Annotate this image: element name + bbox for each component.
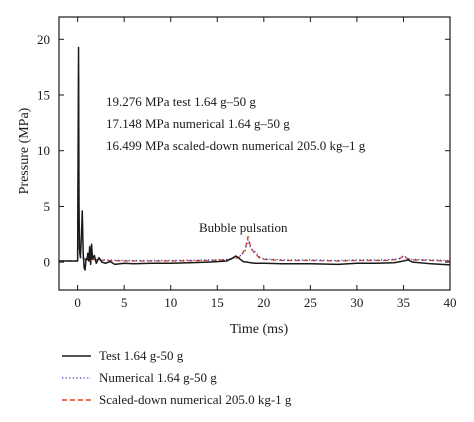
x-axis-title: Time (ms) xyxy=(230,322,289,337)
x-tick-label: 5 xyxy=(121,295,128,310)
x-tick-label: 0 xyxy=(74,295,81,310)
y-tick-label: 20 xyxy=(37,32,50,47)
axes: 0 5 10 15 20 25 30 35 40 0 5 10 15 20 xyxy=(37,16,457,310)
legend-label-scaled: Scaled-down numerical 205.0 kg-1 g xyxy=(99,392,292,407)
plot-frame xyxy=(58,16,451,291)
annotation-scaled-peak: 16.499 MPa scaled-down numerical 205.0 k… xyxy=(106,138,366,153)
annotation-test-peak: 19.276 MPa test 1.64 g–50 g xyxy=(106,94,256,109)
x-tick-label: 35 xyxy=(397,295,410,310)
y-tick-label: 0 xyxy=(44,255,51,270)
series-line-0 xyxy=(59,46,451,271)
annotation-numerical-peak: 17.148 MPa numerical 1.64 g–50 g xyxy=(106,116,290,131)
y-axis-title: Pressure (MPa) xyxy=(17,107,32,194)
legend: Test 1.64 g-50 g Numerical 1.64 g-50 g S… xyxy=(62,348,292,407)
x-tick-label: 15 xyxy=(211,295,224,310)
x-tick-label: 20 xyxy=(257,295,270,310)
legend-label-numerical: Numerical 1.64 g-50 g xyxy=(99,370,217,385)
y-tick-label: 5 xyxy=(44,199,51,214)
legend-label-test: Test 1.64 g-50 g xyxy=(99,348,184,363)
x-tick-label: 40 xyxy=(444,295,457,310)
y-tick-label: 15 xyxy=(37,88,50,103)
x-tick-label: 25 xyxy=(304,295,317,310)
annotation-bubble-pulsation: Bubble pulsation xyxy=(199,220,288,235)
y-tick-label: 10 xyxy=(37,143,50,158)
x-tick-label: 10 xyxy=(164,295,177,310)
plot-area xyxy=(59,46,451,271)
x-tick-label: 30 xyxy=(350,295,363,310)
